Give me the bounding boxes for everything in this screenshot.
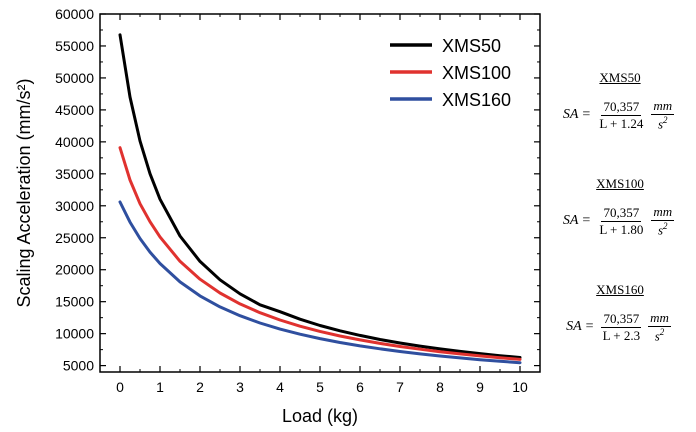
y-tick-label: 30000 bbox=[55, 198, 94, 214]
x-axis-title: Load (kg) bbox=[282, 406, 358, 426]
formula-unit-exponent: 2 bbox=[659, 327, 665, 337]
y-tick-label: 20000 bbox=[55, 262, 94, 278]
formula-lhs: SA bbox=[562, 107, 579, 123]
formula-unit-numerator: mm bbox=[651, 204, 675, 221]
x-tick-label: 6 bbox=[356, 379, 364, 395]
line-chart: 0 1 2 3 4 5 6 7 8 9 10 5000 10000 15000 20000 25000 3000… bbox=[14, 6, 541, 426]
formula-title: XMS100 bbox=[596, 176, 644, 191]
legend-label-xms100: XMS100 bbox=[442, 63, 511, 83]
formula-unit-numerator: mm bbox=[648, 310, 671, 327]
x-tick-label: 3 bbox=[236, 379, 244, 395]
x-tick-label: 10 bbox=[512, 379, 528, 395]
formula-unit-denominator: s bbox=[657, 116, 664, 132]
x-tick-label: 8 bbox=[436, 379, 444, 395]
y-tick-label: 10000 bbox=[55, 326, 94, 342]
formula-numerator: 70,357 bbox=[601, 204, 642, 222]
formula-denominator: L + 1.80 bbox=[599, 221, 644, 237]
formula-unit-denominator: s bbox=[654, 328, 660, 344]
formula-equation: SA = 70,357 L + 2.3 mm s2 bbox=[566, 310, 671, 344]
formula-equation: SA = 70,357 L + 1.24 mm s2 bbox=[562, 98, 675, 132]
x-tick-label: 4 bbox=[276, 379, 284, 395]
y-tick-label: 25000 bbox=[55, 230, 94, 246]
formula-denominator: L + 2.3 bbox=[602, 327, 641, 343]
formula-unit-exponent: 2 bbox=[663, 115, 668, 125]
y-tick-label: 50000 bbox=[55, 70, 94, 86]
y-tick-label: 35000 bbox=[55, 166, 94, 182]
formula-numerator: 70,357 bbox=[601, 310, 642, 328]
y-tick-label: 60000 bbox=[55, 6, 94, 22]
series-line-xms100 bbox=[118, 146, 522, 361]
formula-title: XMS160 bbox=[596, 282, 644, 297]
formula-numerator: 70,357 bbox=[601, 98, 642, 116]
series-line-xms160 bbox=[118, 200, 522, 365]
x-tick-label: 1 bbox=[156, 379, 164, 395]
x-tick-label: 5 bbox=[316, 379, 324, 395]
y-tick-label: 15000 bbox=[55, 294, 94, 310]
x-tick-label: 2 bbox=[196, 379, 204, 395]
formula-xms160: XMS160 SA = 70,357 L + 2.3 mm s2 bbox=[545, 282, 695, 344]
x-tick-label: 7 bbox=[396, 379, 404, 395]
formula-lhs: SA bbox=[566, 319, 582, 335]
legend-label-xms50: XMS50 bbox=[442, 36, 501, 56]
y-tick-label: 40000 bbox=[55, 134, 94, 150]
y-tick-label: 45000 bbox=[55, 102, 94, 118]
formula-lhs: SA bbox=[562, 213, 579, 229]
x-tick-label: 9 bbox=[476, 379, 484, 395]
y-axis-title: Scaling Acceleration (mm/s²) bbox=[14, 78, 34, 307]
formula-equation: SA = 70,357 L + 1.80 mm s2 bbox=[562, 204, 675, 238]
formula-unit-numerator: mm bbox=[651, 98, 675, 115]
formula-xms50: XMS50 SA = 70,357 L + 1.24 mm s2 bbox=[545, 70, 695, 132]
formula-unit-denominator: s bbox=[657, 222, 664, 238]
series-line-xms50 bbox=[118, 33, 522, 359]
legend: XMS50 XMS100 XMS160 bbox=[390, 36, 511, 110]
x-tick-label: 0 bbox=[116, 379, 124, 395]
legend-label-xms160: XMS160 bbox=[442, 90, 511, 110]
formula-xms100: XMS100 SA = 70,357 L + 1.80 mm s2 bbox=[545, 176, 695, 238]
formula-unit-exponent: 2 bbox=[663, 221, 668, 231]
formula-denominator: L + 1.24 bbox=[599, 115, 644, 131]
formula-title: XMS50 bbox=[599, 70, 641, 85]
y-tick-label: 55000 bbox=[55, 38, 94, 54]
y-tick-label: 5000 bbox=[63, 358, 94, 374]
